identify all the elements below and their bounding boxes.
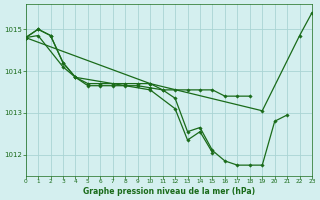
X-axis label: Graphe pression niveau de la mer (hPa): Graphe pression niveau de la mer (hPa) [83,187,255,196]
